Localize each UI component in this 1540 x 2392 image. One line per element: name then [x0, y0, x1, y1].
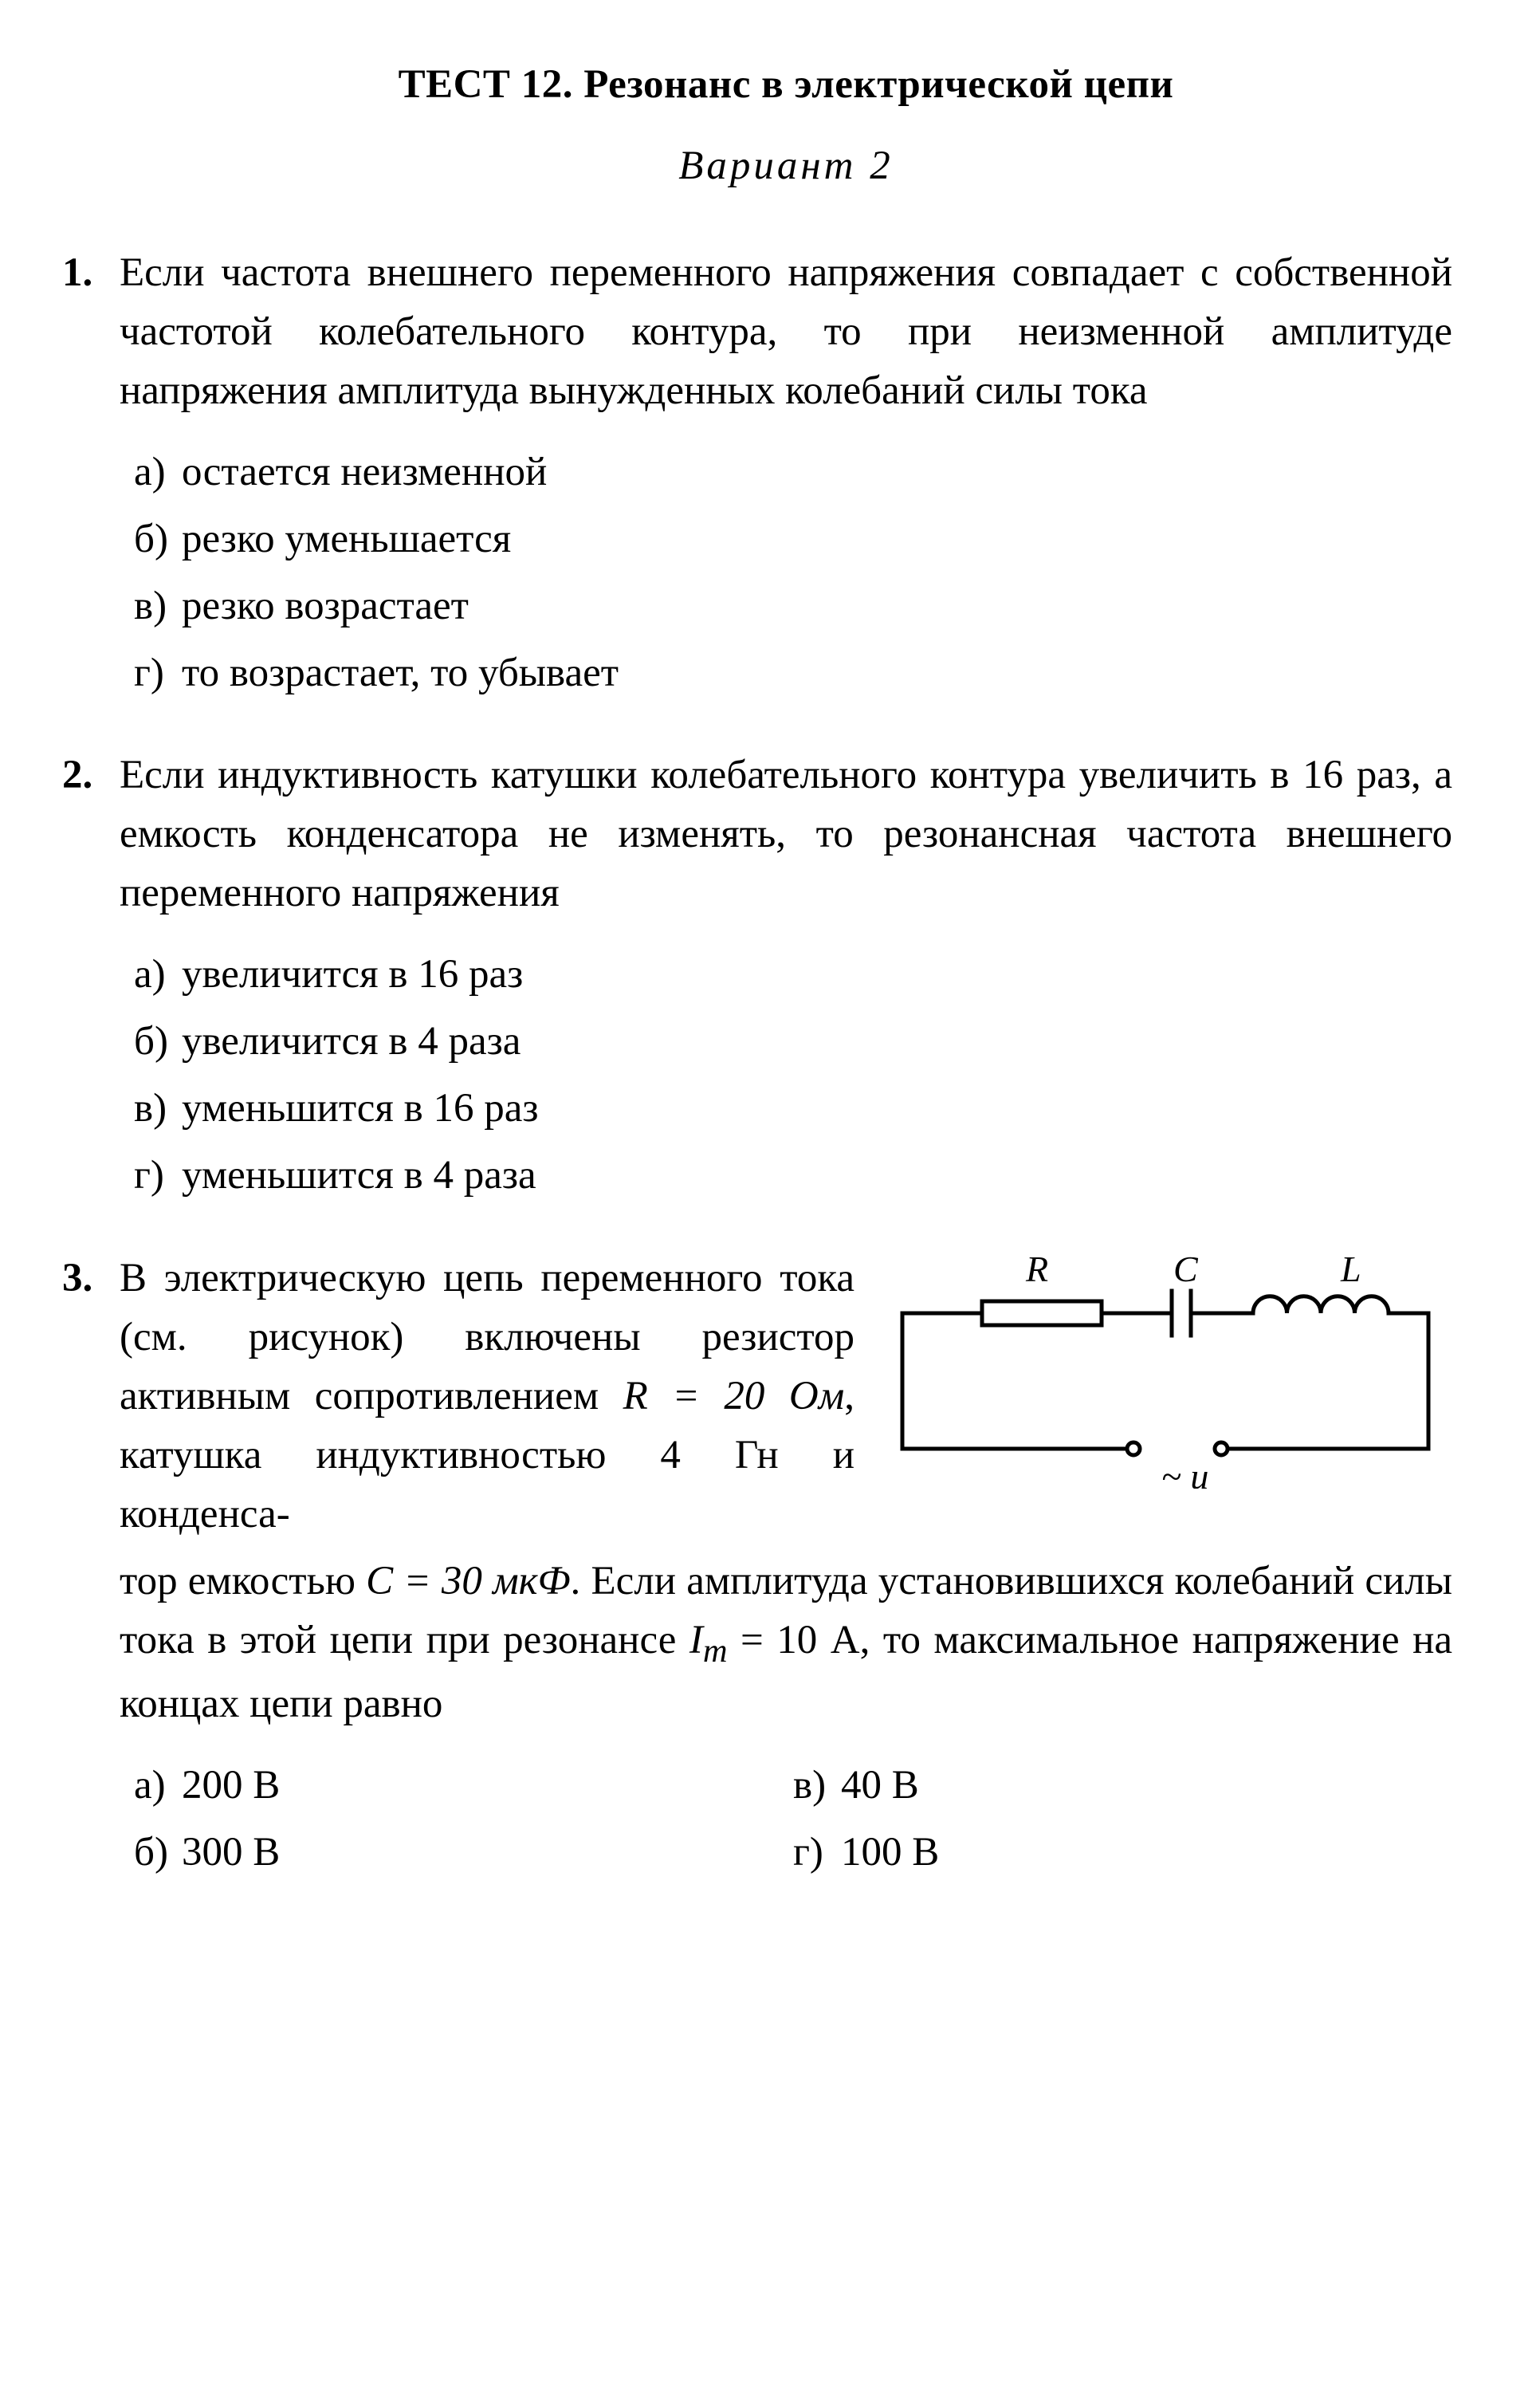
option-letter: в) [134, 577, 182, 636]
option-letter: г) [134, 644, 182, 703]
option-g: г) то возрастает, то убывает [134, 644, 1452, 703]
circuit-diagram-icon: R C L ~ u [878, 1249, 1452, 1489]
option-text: уменьшится в 16 раз [182, 1080, 1452, 1139]
options-list: а) 200 В б) 300 В в) 40 В г) 100 В [134, 1757, 1452, 1890]
option-g: г) 100 В [793, 1824, 1452, 1883]
option-text: уменьшится в 4 раза [182, 1147, 1452, 1206]
option-g: г) уменьшится в 4 раза [134, 1147, 1452, 1206]
option-a: а) 200 В [134, 1757, 793, 1816]
svg-text:L: L [1340, 1249, 1361, 1289]
option-v: в) резко возрастает [134, 577, 1452, 636]
svg-text:R: R [1025, 1249, 1048, 1289]
question-number: 1. [62, 244, 92, 303]
option-text: 200 В [182, 1757, 793, 1816]
option-letter: б) [134, 1013, 182, 1072]
option-a: а) остается неизменной [134, 443, 1452, 502]
options-list: а) увеличится в 16 раз б) увеличится в 4… [134, 946, 1452, 1206]
option-letter: г) [134, 1147, 182, 1206]
option-letter: а) [134, 1757, 182, 1816]
question-number: 2. [62, 746, 92, 805]
option-text: остается неизменной [182, 443, 1452, 502]
question-stem-part1: В электрическую цепь переменного тока (с… [120, 1249, 854, 1544]
option-b: б) резко уменьшается [134, 510, 1452, 569]
test-topic: Резонанс в электрической цепи [583, 62, 1173, 107]
option-text: увеличится в 4 раза [182, 1013, 1452, 1072]
svg-text:~ u: ~ u [1161, 1456, 1208, 1489]
option-letter: а) [134, 443, 182, 502]
question-stem: Если индуктивность катушки колебательног… [120, 746, 1452, 923]
option-text: резко уменьшается [182, 510, 1452, 569]
option-letter: г) [793, 1824, 841, 1883]
question-number: 3. [62, 1249, 92, 1308]
question-3: 3. В электрическую цепь переменного тока… [120, 1249, 1452, 1890]
options-list: а) остается неизменной б) резко уменьшае… [134, 443, 1452, 703]
question-stem: Если частота внешнего переменного напряж… [120, 244, 1452, 421]
option-b: б) 300 В [134, 1824, 793, 1883]
question-1: 1. Если частота внешнего переменного нап… [120, 244, 1452, 703]
option-text: 300 В [182, 1824, 793, 1883]
variant-label: Вариант 2 [120, 137, 1452, 196]
option-text: увеличится в 16 раз [182, 946, 1452, 1005]
option-letter: б) [134, 510, 182, 569]
option-letter: а) [134, 946, 182, 1005]
formula-im-var: I [689, 1618, 703, 1662]
formula-r: R = 20 Ом [623, 1374, 845, 1418]
question-stem-part2: тор емкостью C = 30 мкФ. Если амплитуда … [120, 1552, 1452, 1735]
option-letter: б) [134, 1824, 182, 1883]
stem-text: тор емкостью [120, 1559, 366, 1603]
option-text: то возрастает, то убывает [182, 644, 1452, 703]
page-title: ТЕСТ 12. Резонанс в электрической цепи [120, 56, 1452, 115]
question-2: 2. Если индуктивность катушки колебатель… [120, 746, 1452, 1206]
formula-c: C = 30 мкФ [366, 1559, 570, 1603]
option-v: в) 40 В [793, 1757, 1452, 1816]
option-letter: в) [793, 1757, 841, 1816]
option-v: в) уменьшится в 16 раз [134, 1080, 1452, 1139]
svg-text:C: C [1173, 1249, 1199, 1289]
test-number-label: ТЕСТ 12. [399, 62, 573, 107]
formula-im-sub: m [703, 1632, 728, 1670]
formula-im-rest: = 10 А [728, 1618, 860, 1662]
option-text: резко возрастает [182, 577, 1452, 636]
option-letter: в) [134, 1080, 182, 1139]
option-text: 100 В [841, 1824, 1452, 1883]
option-b: б) увеличится в 4 раза [134, 1013, 1452, 1072]
circuit-figure: R C L ~ u [878, 1249, 1452, 1489]
option-text: 40 В [841, 1757, 1452, 1816]
option-a: а) увеличится в 16 раз [134, 946, 1452, 1005]
